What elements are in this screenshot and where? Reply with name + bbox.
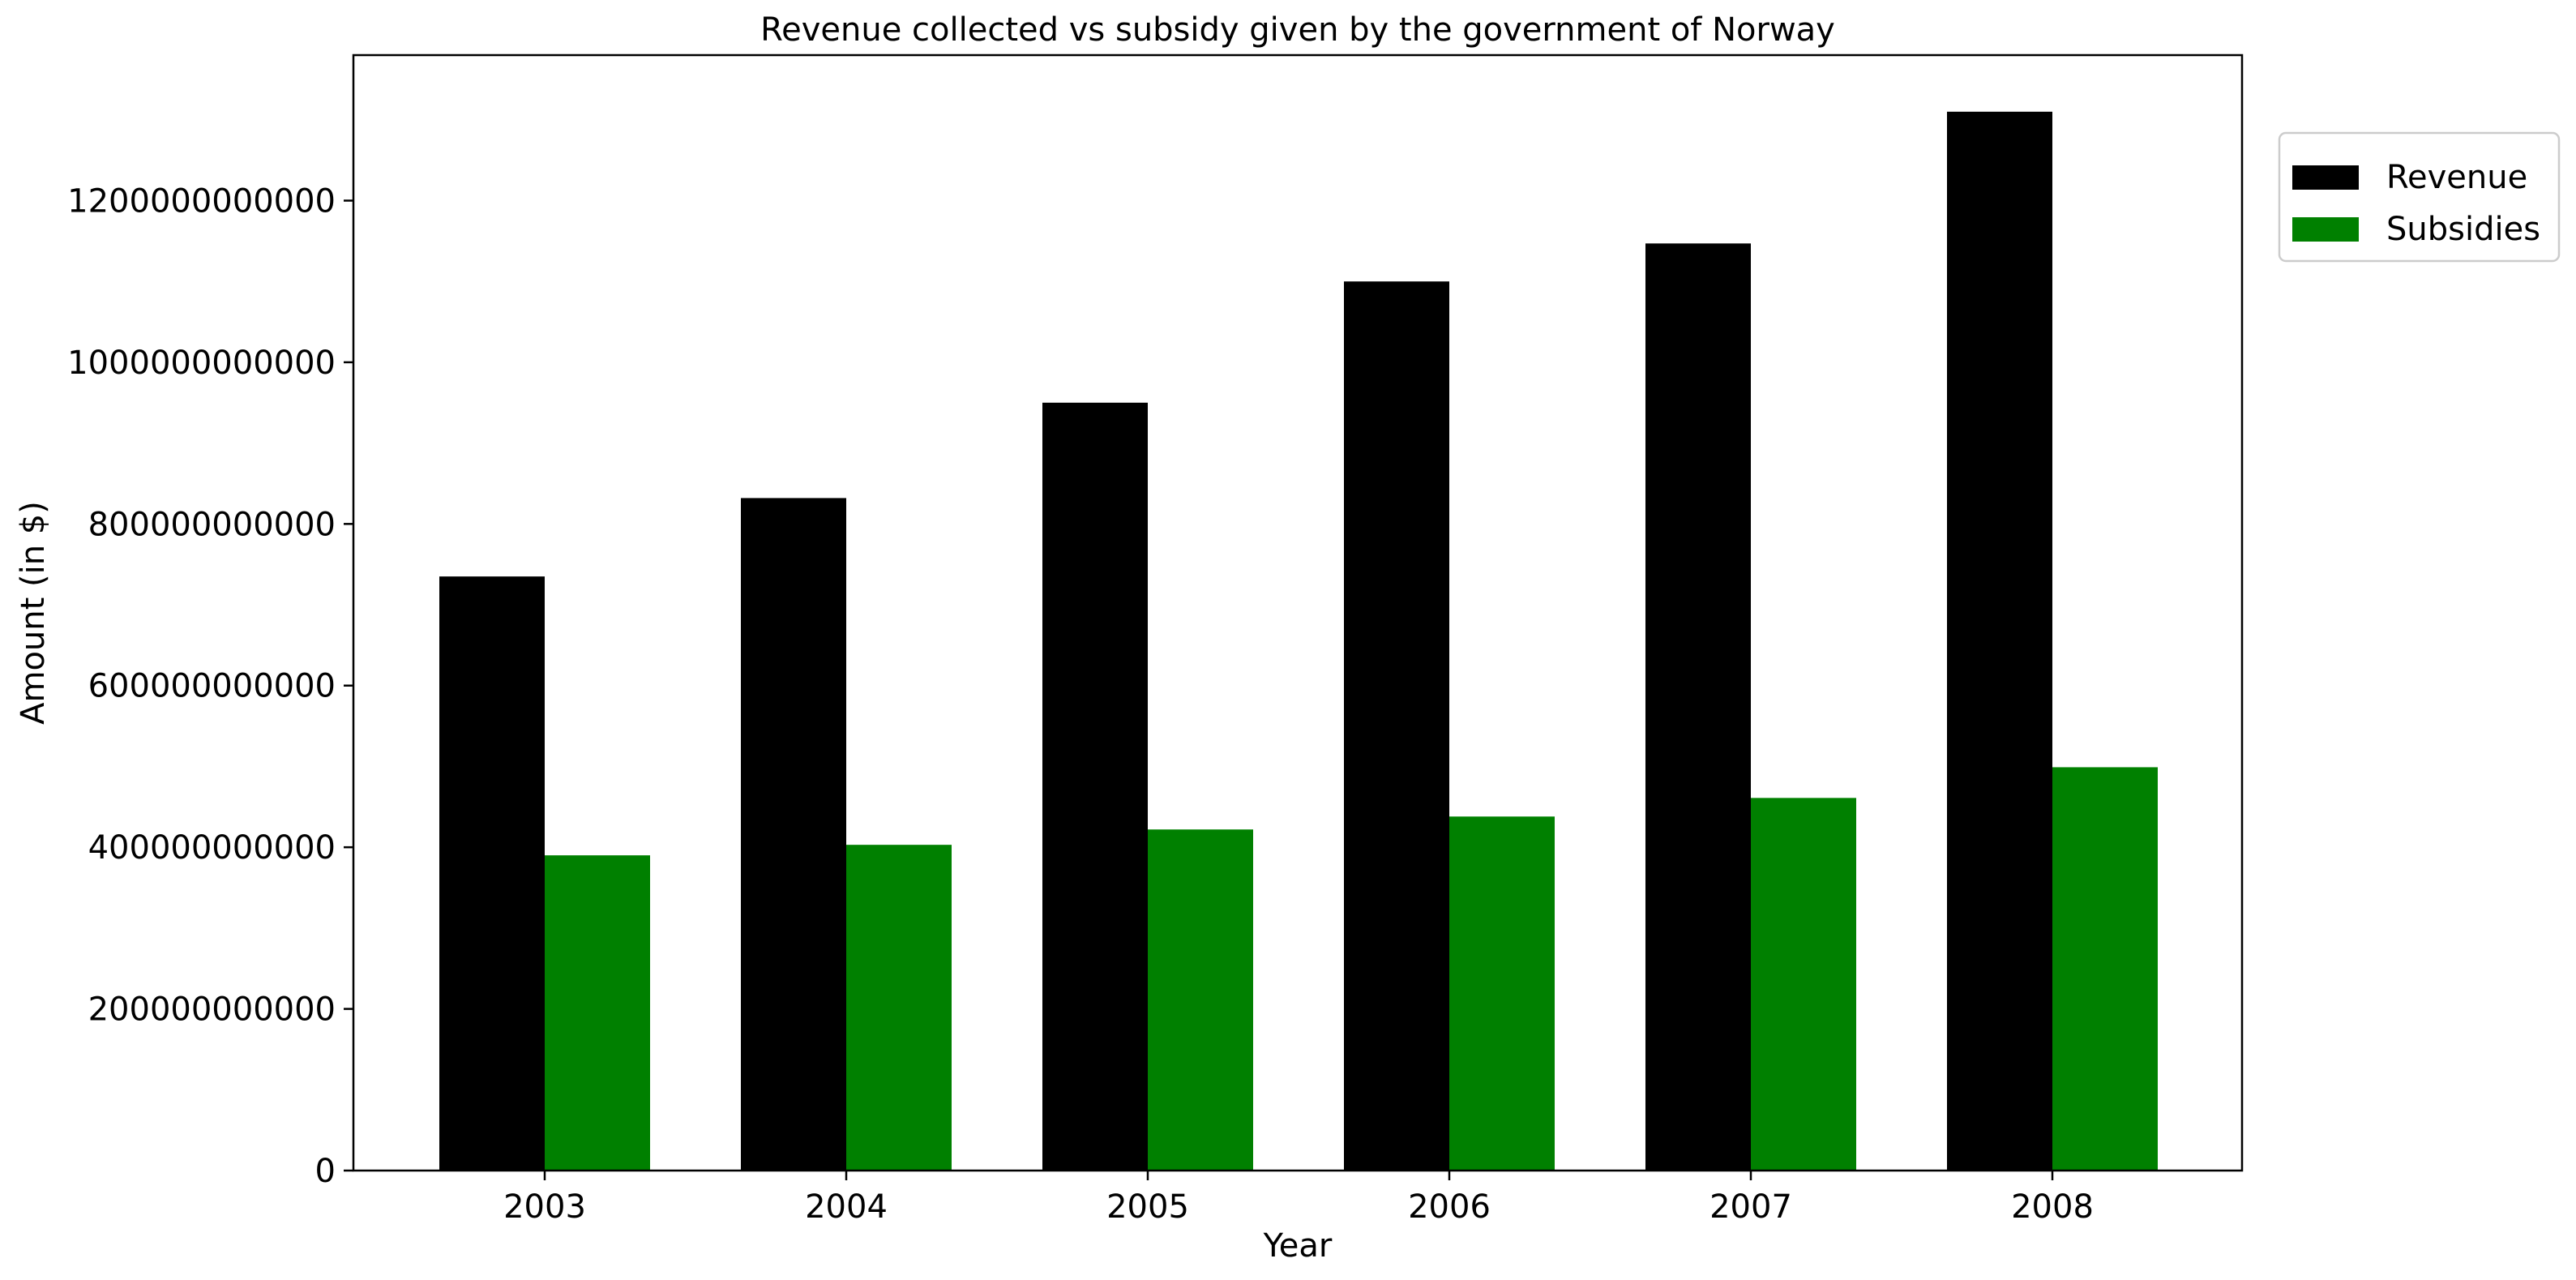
bar-revenue-2006 [1344,281,1449,1171]
bars-layer [439,111,2158,1171]
bar-revenue-2003 [439,576,545,1171]
y-tick-label-5: 1000000000000 [67,345,336,382]
bar-subsidies-2007 [1751,798,1856,1171]
y-tick-label-0: 0 [315,1153,336,1190]
legend-label-subsidies: Subsidies [2386,211,2540,248]
legend-swatch-subsidies [2292,217,2359,242]
bar-revenue-2005 [1042,402,1148,1171]
y-axis-ticks: 0 200000000000 400000000000 600000000000 800… [67,182,353,1190]
x-tick-label-2008: 2008 [2011,1188,2094,1226]
bar-subsidies-2006 [1449,816,1555,1171]
x-axis-ticks: 2003 2004 2005 2006 2007 2008 [503,1171,2094,1226]
bar-subsidies-2008 [2052,767,2158,1171]
legend-swatch-revenue [2292,165,2359,190]
x-tick-label-2005: 2005 [1106,1188,1189,1226]
bar-subsidies-2004 [846,845,952,1171]
x-tick-label-2004: 2004 [805,1188,888,1226]
bar-subsidies-2003 [545,855,650,1171]
y-tick-label-1: 200000000000 [88,991,336,1029]
plot-area-frame [352,54,2244,1172]
y-tick-label-6: 1200000000000 [67,182,336,220]
x-tick-label-2007: 2007 [1709,1188,1792,1226]
legend-label-revenue: Revenue [2386,159,2527,196]
x-axis-label: Year [1263,1227,1333,1265]
bar-revenue-2004 [741,498,846,1171]
bar-revenue-2007 [1645,243,1751,1171]
y-tick-label-4: 800000000000 [88,506,336,543]
chart-title: Revenue collected vs subsidy given by th… [760,11,1835,49]
y-tick-label-3: 600000000000 [88,668,336,705]
y-tick-label-2: 400000000000 [88,829,336,867]
bar-subsidies-2005 [1148,829,1253,1171]
legend: Revenue Subsidies [2278,131,2561,263]
x-tick-label-2003: 2003 [503,1188,586,1226]
x-tick-label-2006: 2006 [1408,1188,1491,1226]
bar-revenue-2008 [1947,111,2052,1171]
y-axis-label: Amount (in $) [15,501,52,725]
